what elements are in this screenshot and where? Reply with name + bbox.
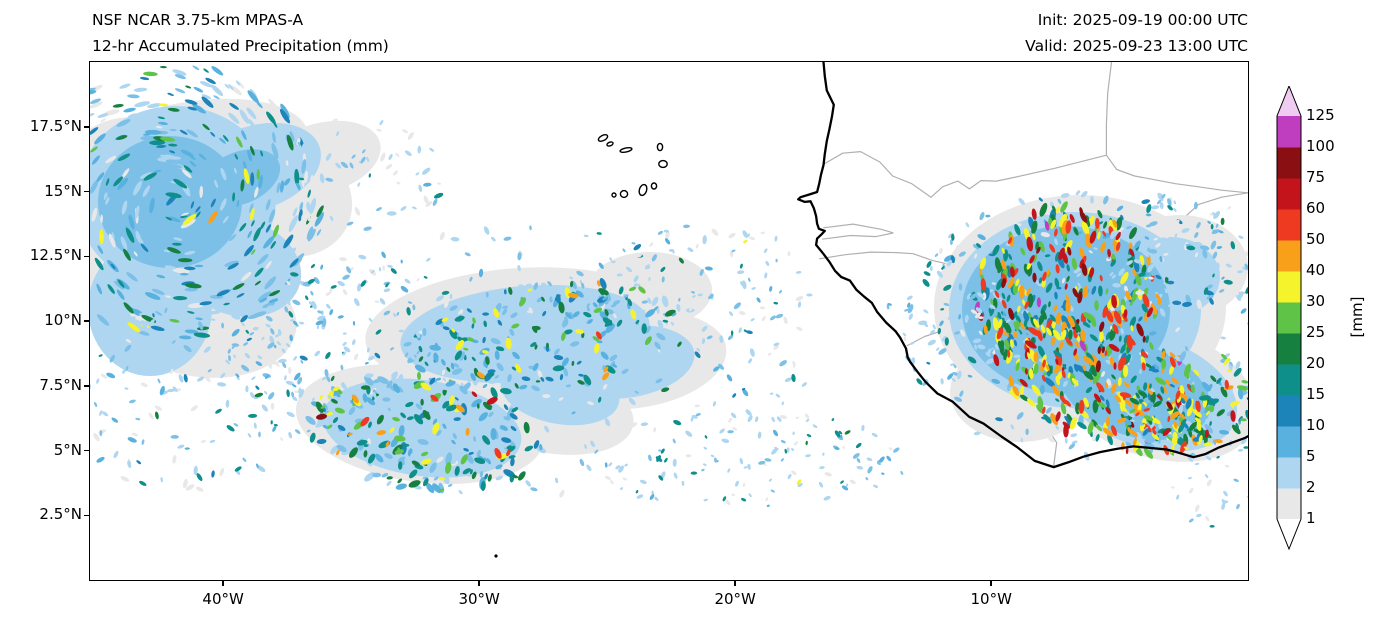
y-tick-label: 12.5°N bbox=[29, 246, 82, 265]
colorbar-tick-label: 10 bbox=[1306, 416, 1326, 434]
colorbar-tick-label: 30 bbox=[1306, 292, 1326, 310]
x-tick-label: 30°W bbox=[458, 590, 500, 608]
plot-title: NSF NCAR 3.75-km MPAS-A 12-hr Accumulate… bbox=[92, 7, 389, 59]
colorbar-tick-label: 5 bbox=[1306, 447, 1316, 465]
x-tick-mark bbox=[222, 581, 224, 586]
y-tick-mark bbox=[84, 190, 89, 193]
y-tick-label: 5°N bbox=[53, 440, 82, 459]
field-name: 12-hr Accumulated Precipitation (mm) bbox=[92, 37, 389, 55]
x-tick-label: 20°W bbox=[714, 590, 756, 608]
y-tick-mark bbox=[84, 126, 89, 128]
x-tick-label: 10°W bbox=[970, 590, 1012, 608]
init-time: Init: 2025-09-19 00:00 UTC bbox=[1037, 11, 1248, 29]
y-tick-mark bbox=[84, 514, 89, 516]
y-tick-mark bbox=[84, 255, 89, 257]
x-tick-mark bbox=[990, 581, 992, 586]
precip-cells bbox=[90, 65, 1248, 528]
y-tick-mark bbox=[84, 449, 89, 452]
x-tick-mark bbox=[478, 581, 480, 586]
coastline bbox=[797, 62, 1248, 469]
y-tick-label: 7.5°N bbox=[39, 375, 82, 394]
y-tick-label: 2.5°N bbox=[39, 505, 82, 524]
run-times: Init: 2025-09-19 00:00 UTC Valid: 2025-0… bbox=[1025, 7, 1248, 59]
colorbar-tick-label: 50 bbox=[1306, 230, 1326, 248]
colorbar-unit-label: [mm] bbox=[1348, 296, 1366, 338]
colorbar bbox=[1276, 86, 1302, 550]
valid-time: Valid: 2025-09-23 13:00 UTC bbox=[1025, 37, 1248, 55]
y-tick-mark bbox=[84, 385, 89, 387]
colorbar-tick-label: 100 bbox=[1306, 137, 1335, 155]
colorbar-tick-label: 75 bbox=[1306, 168, 1326, 186]
model-name: NSF NCAR 3.75-km MPAS-A bbox=[92, 11, 304, 29]
cape-verde-islands bbox=[494, 134, 668, 558]
colorbar-tick-label: 2 bbox=[1306, 478, 1316, 496]
precipitation-map bbox=[90, 62, 1248, 558]
colorbar-tick-label: 40 bbox=[1306, 261, 1326, 279]
colorbar-tick-label: 1 bbox=[1306, 509, 1316, 527]
colorbar-tick-label: 60 bbox=[1306, 199, 1326, 217]
colorbar-tick-label: 125 bbox=[1306, 106, 1335, 124]
map-plot bbox=[89, 61, 1249, 581]
y-tick-label: 10°N bbox=[44, 311, 82, 329]
x-tick-mark bbox=[734, 581, 736, 586]
colorbar-tick-label: 20 bbox=[1306, 354, 1326, 372]
x-tick-label: 40°W bbox=[202, 590, 244, 608]
colorbar-tick-label: 15 bbox=[1306, 385, 1326, 403]
y-tick-label: 15°N bbox=[44, 181, 82, 200]
y-tick-label: 17.5°N bbox=[29, 116, 82, 135]
y-tick-mark bbox=[84, 320, 89, 322]
colorbar-tick-label: 25 bbox=[1306, 323, 1326, 341]
